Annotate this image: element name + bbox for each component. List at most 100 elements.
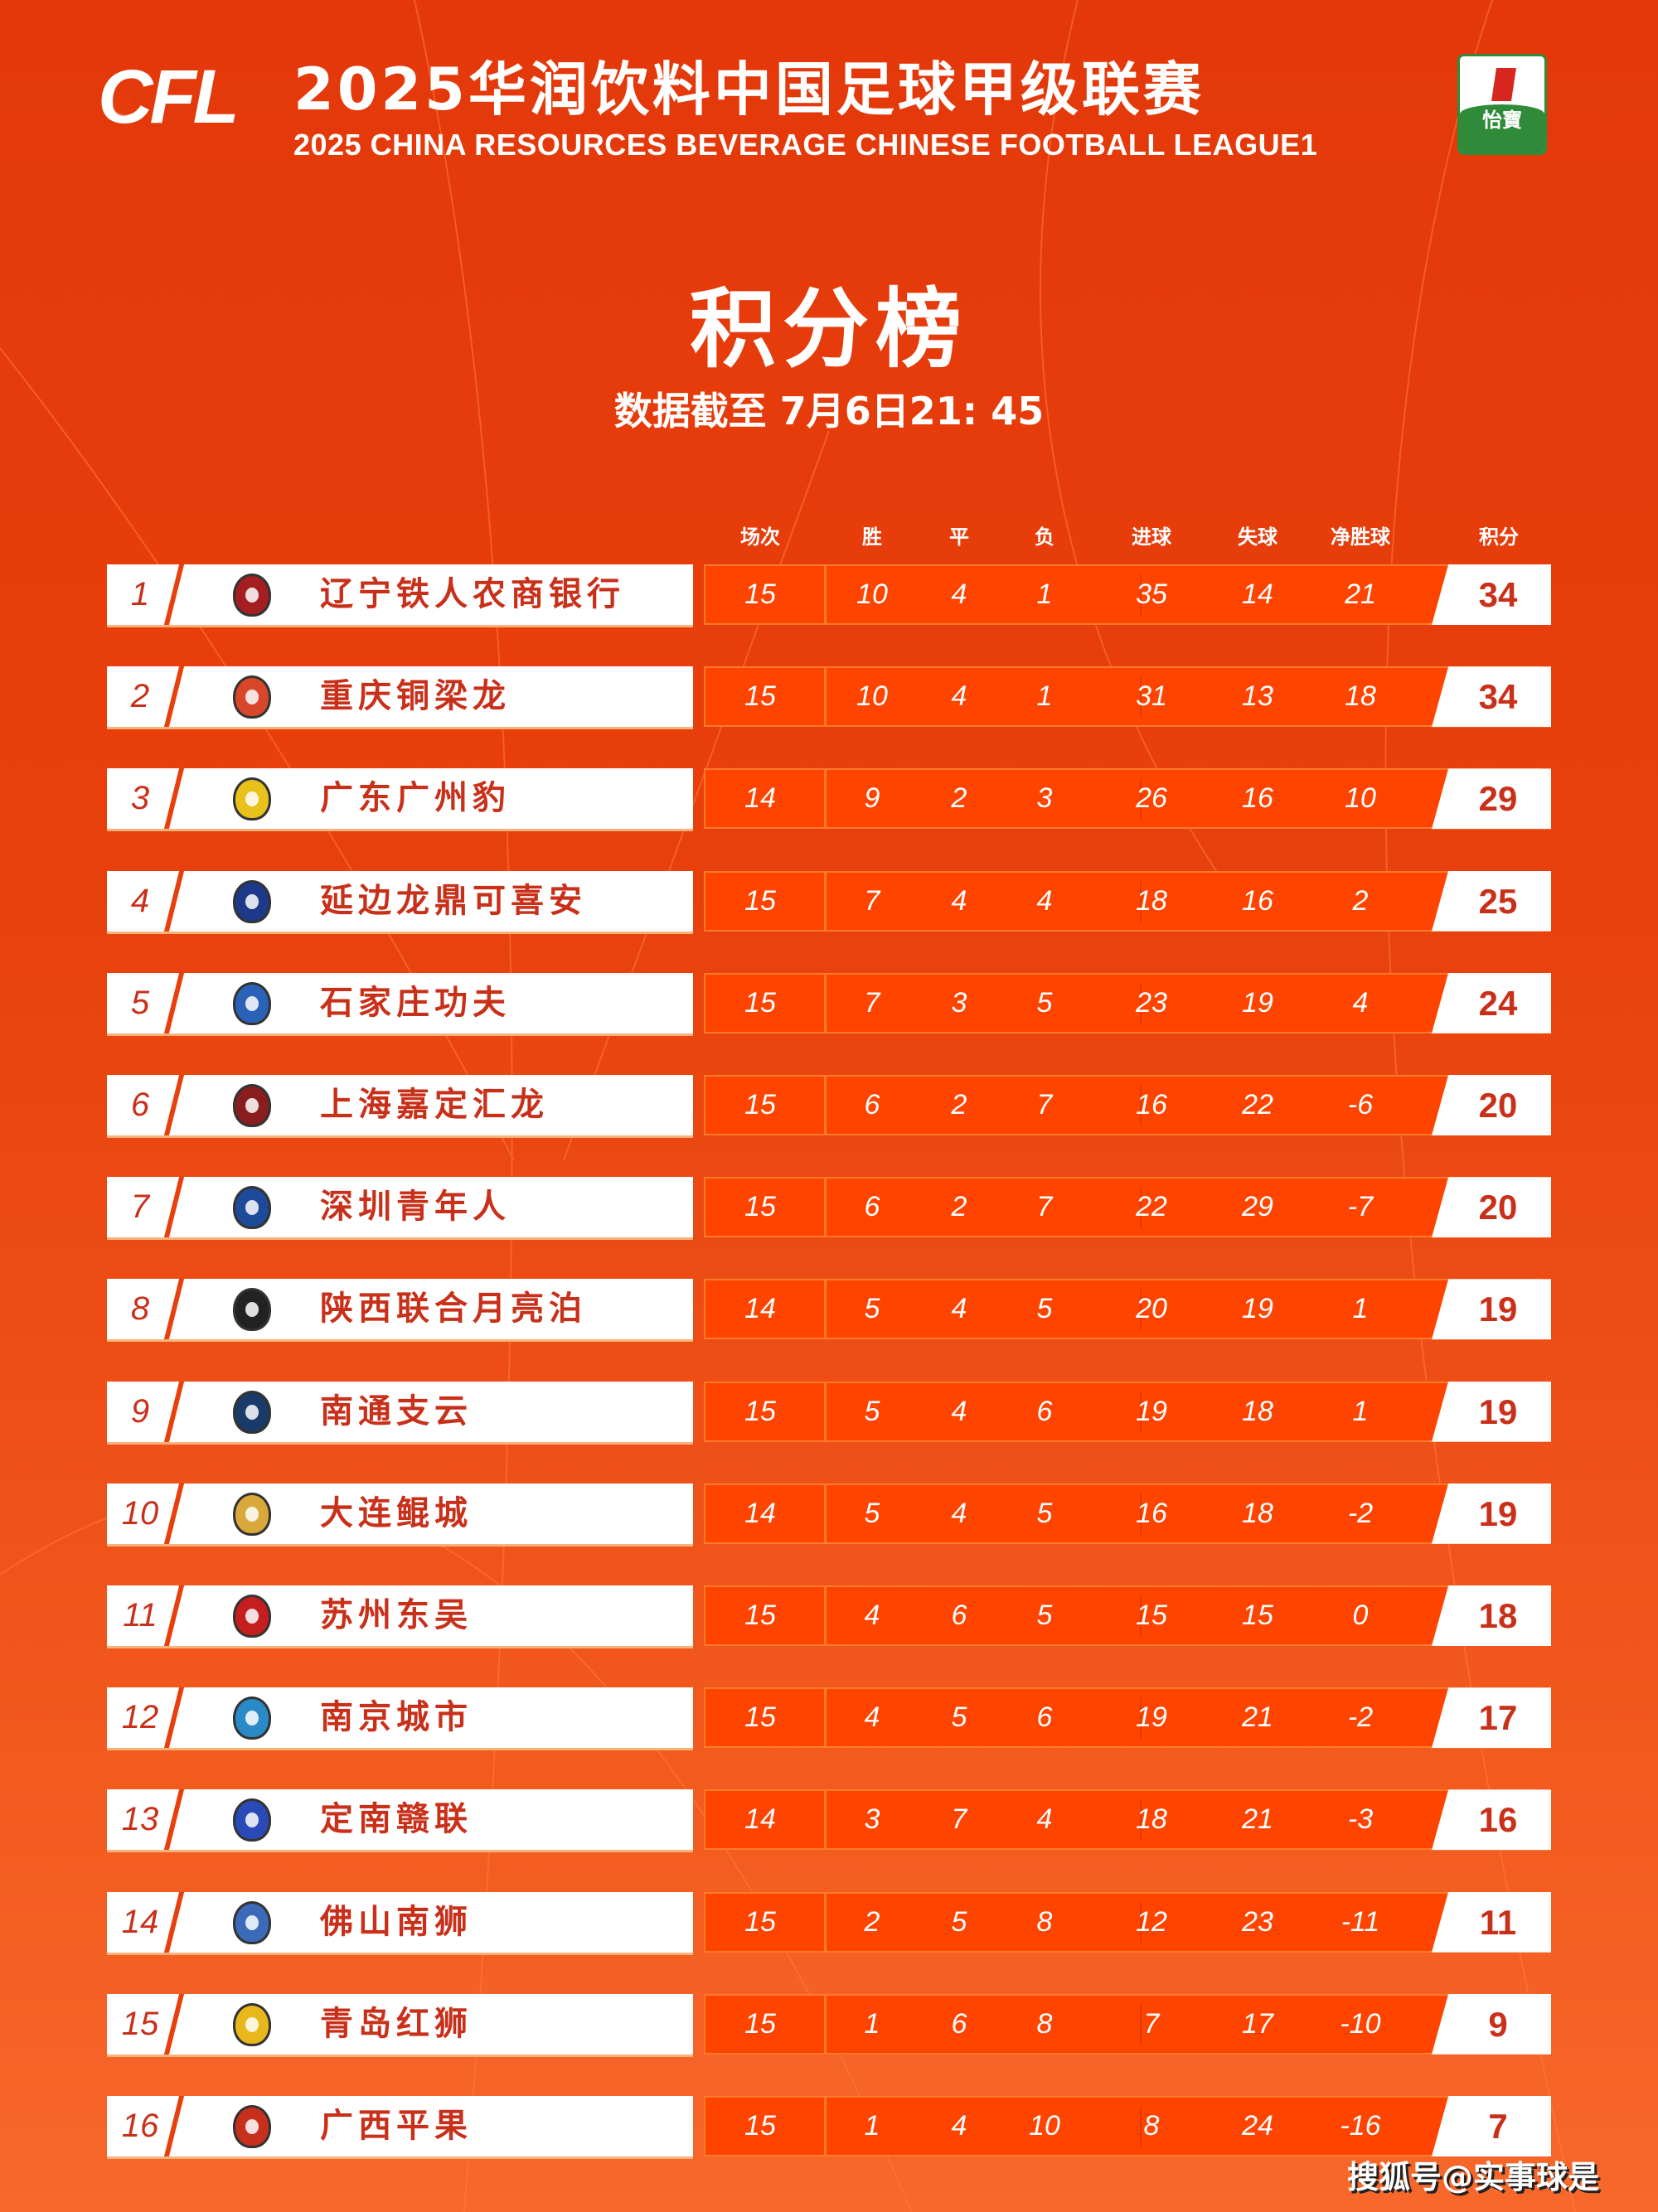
- stat-ga: 21: [1242, 1803, 1273, 1836]
- stat-d: 7: [951, 1803, 967, 1836]
- stat-gd: 1: [1352, 1293, 1369, 1325]
- stat-l: 4: [1036, 1803, 1053, 1836]
- team-box: [107, 1993, 693, 2055]
- stat-gd: 2: [1352, 884, 1369, 917]
- team-name: 石家庄功夫: [320, 983, 511, 1022]
- team-box: [107, 1687, 693, 1749]
- column-header: 净胜球: [1331, 525, 1390, 549]
- stat-l: 6: [1036, 1701, 1053, 1734]
- table-row: 11 苏州东吴 15 4 6 5 15 15 0 18: [107, 1585, 1551, 1646]
- team-crest-icon: [233, 981, 271, 1025]
- team-name: 南京城市: [320, 1698, 473, 1737]
- stat-d: 4: [951, 1497, 967, 1529]
- stat-d: 4: [951, 578, 967, 610]
- stat-l: 8: [1036, 1905, 1053, 1938]
- table-row: 3 广东广州豹 14 9 2 3 26 16 10 29: [107, 768, 1551, 830]
- stat-w: 5: [864, 1395, 880, 1427]
- stat-gf: 16: [1136, 1497, 1167, 1529]
- team-name: 青岛红狮: [320, 2004, 473, 2043]
- points-box: [1432, 1381, 1551, 1442]
- stat-l: 7: [1036, 1089, 1053, 1121]
- team-name: 延边龙鼎可喜安: [320, 881, 587, 920]
- stat-w: 7: [864, 986, 880, 1019]
- stat-played: 14: [744, 1497, 776, 1529]
- team-name: 广东广州豹: [320, 779, 511, 818]
- points: 24: [1478, 983, 1518, 1023]
- table-row: 7 深圳青年人 15 6 2 7 22 29 -7 20: [107, 1177, 1551, 1238]
- stat-played: 15: [744, 986, 776, 1019]
- stats-box: [704, 1177, 1541, 1238]
- stat-w: 6: [864, 1191, 880, 1223]
- watermark: 搜狐号@实事球是: [1347, 2159, 1600, 2195]
- stat-gd: -10: [1340, 2007, 1381, 2040]
- league-title-en: 2025 CHINA RESOURCES BEVERAGE CHINESE FO…: [293, 128, 1318, 162]
- rank: 3: [130, 780, 150, 817]
- stat-gd: 21: [1345, 578, 1376, 610]
- team-name: 上海嘉定汇龙: [320, 1086, 549, 1124]
- stat-ga: 29: [1242, 1191, 1273, 1223]
- table-row: 8 陕西联合月亮泊 14 5 4 5 20 19 1 19: [107, 1279, 1551, 1340]
- stat-w: 1: [864, 2110, 880, 2142]
- stat-gf: 18: [1136, 884, 1167, 917]
- stats-box: [704, 870, 1541, 932]
- points: 34: [1478, 575, 1518, 614]
- team-crest-icon: [233, 879, 271, 923]
- rank: 12: [121, 1699, 159, 1736]
- team-box: [107, 1381, 693, 1442]
- stat-gf: 16: [1136, 1089, 1167, 1121]
- column-header: 场次: [740, 525, 780, 549]
- points: 18: [1478, 1596, 1518, 1635]
- table-row: 6 上海嘉定汇龙 15 6 2 7 16 22 -6 20: [107, 1075, 1551, 1135]
- points-box: [1432, 1279, 1551, 1340]
- team-crest-icon: [233, 2105, 271, 2148]
- points: 11: [1479, 1902, 1517, 1942]
- stats-box: [704, 1993, 1541, 2055]
- stat-d: 4: [951, 2110, 967, 2142]
- points: 25: [1478, 881, 1518, 921]
- points: 29: [1478, 779, 1518, 819]
- rank: 16: [121, 2108, 159, 2144]
- rank: 11: [123, 1597, 158, 1634]
- stat-gd: -6: [1347, 1089, 1374, 1121]
- stat-w: 10: [856, 578, 888, 610]
- stat-w: 5: [864, 1293, 880, 1325]
- stat-ga: 16: [1242, 782, 1273, 815]
- stat-gf: 31: [1136, 680, 1167, 713]
- team-box: [107, 870, 693, 932]
- stat-played: 15: [744, 1191, 776, 1223]
- stat-w: 1: [864, 2007, 880, 2040]
- stat-ga: 18: [1242, 1497, 1273, 1529]
- team-name: 深圳青年人: [320, 1188, 511, 1227]
- points-box: [1432, 870, 1551, 932]
- team-box: [107, 768, 693, 830]
- stats-box: [704, 1687, 1541, 1749]
- rank: 9: [130, 1392, 150, 1430]
- points-box: [1432, 1075, 1551, 1135]
- stat-ga: 15: [1242, 1600, 1273, 1631]
- stat-d: 3: [951, 986, 967, 1019]
- team-crest-icon: [233, 1492, 271, 1536]
- rank: 5: [130, 984, 150, 1021]
- stat-ga: 14: [1242, 578, 1273, 610]
- column-header: 进球: [1132, 525, 1171, 549]
- stat-ga: 24: [1242, 2110, 1273, 2142]
- points-box: [1432, 1687, 1551, 1749]
- stat-w: 10: [856, 680, 888, 713]
- team-box: [107, 666, 693, 728]
- column-header: 负: [1035, 525, 1054, 549]
- points: 7: [1488, 2107, 1508, 2146]
- points: 20: [1478, 1086, 1518, 1125]
- stat-l: 5: [1036, 1600, 1053, 1631]
- stat-played: 15: [744, 884, 776, 917]
- team-box: [107, 1279, 693, 1340]
- points: 16: [1478, 1800, 1518, 1840]
- stat-w: 7: [864, 884, 880, 917]
- points-box: [1432, 972, 1551, 1033]
- stat-ga: 13: [1242, 680, 1273, 713]
- rank: 2: [130, 678, 150, 715]
- team-name: 南通支云: [320, 1392, 473, 1430]
- table-row: 10 大连鲲城 14 5 4 5 16 18 -2 19: [107, 1483, 1551, 1544]
- stat-gf: 20: [1136, 1293, 1167, 1325]
- stat-d: 2: [951, 1089, 967, 1121]
- page-title: 积分榜: [689, 278, 968, 380]
